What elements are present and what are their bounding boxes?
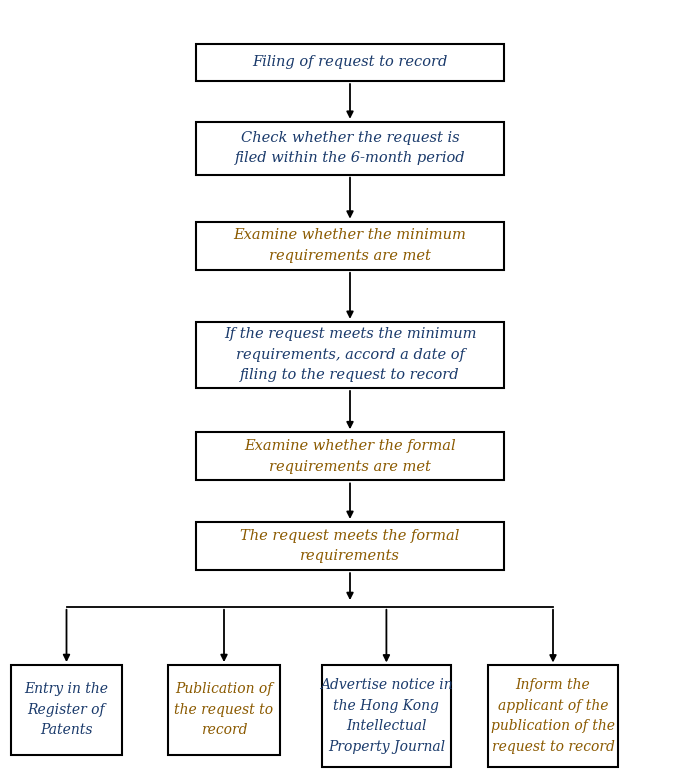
Text: Advertise notice in
the Hong Kong
Intellectual
Property Journal: Advertise notice in the Hong Kong Intell… [320,678,453,754]
FancyBboxPatch shape [196,44,504,81]
Text: Publication of
the request to
record: Publication of the request to record [174,682,274,737]
Text: Examine whether the minimum
requirements are met: Examine whether the minimum requirements… [234,229,466,263]
FancyBboxPatch shape [196,222,504,270]
Text: Check whether the request is
filed within the 6-month period: Check whether the request is filed withi… [234,131,466,165]
Text: The request meets the formal
requirements: The request meets the formal requirement… [240,529,460,563]
Text: If the request meets the minimum
requirements, accord a date of
filing to the re: If the request meets the minimum require… [224,328,476,382]
Text: Entry in the
Register of
Patents: Entry in the Register of Patents [25,682,108,737]
FancyBboxPatch shape [10,665,122,755]
FancyBboxPatch shape [322,665,452,767]
FancyBboxPatch shape [489,665,617,767]
FancyBboxPatch shape [196,432,504,480]
FancyBboxPatch shape [196,122,504,175]
Text: Examine whether the formal
requirements are met: Examine whether the formal requirements … [244,439,456,473]
FancyBboxPatch shape [196,522,504,570]
FancyBboxPatch shape [168,665,280,755]
FancyBboxPatch shape [196,321,504,388]
Text: Inform the
applicant of the
publication of the
request to record: Inform the applicant of the publication … [491,678,615,754]
Text: Filing of request to record: Filing of request to record [252,55,448,69]
